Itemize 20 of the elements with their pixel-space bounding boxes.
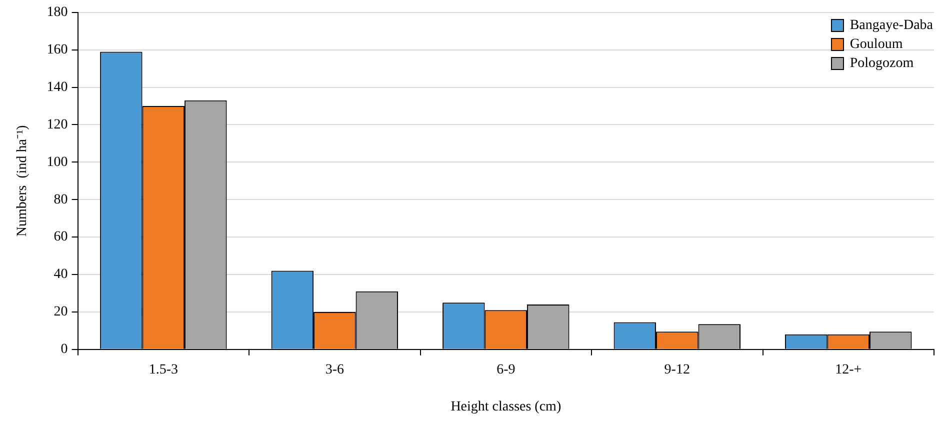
x-tick-label: 6-9 — [496, 362, 516, 378]
x-tick-label: 12-+ — [835, 362, 862, 378]
x-tick-label: 3-6 — [325, 362, 344, 378]
y-tick-label: 80 — [54, 192, 68, 208]
y-axis-title: Numbers (ind ha⁻¹) — [15, 124, 30, 237]
y-tick-label: 100 — [46, 154, 68, 170]
x-axis-title: Height classes (cm) — [450, 399, 562, 414]
legend-label: Gouloum — [850, 36, 903, 52]
x-tick-label: 1.5-3 — [148, 362, 178, 378]
y-tick-label: 40 — [54, 267, 68, 282]
legend-label: Bangaye-Daba — [850, 18, 933, 34]
y-tick-label: 120 — [46, 117, 68, 132]
x-tick-label: 9-12 — [664, 362, 690, 378]
y-tick-label: 20 — [54, 304, 68, 320]
y-tick-label: 180 — [46, 5, 68, 20]
y-tick-label: 0 — [60, 342, 68, 358]
y-tick-label: 140 — [46, 80, 68, 95]
y-tick-label: 60 — [54, 230, 68, 245]
y-tick-label: 160 — [46, 42, 68, 58]
legend-label: Pologozom — [850, 56, 914, 72]
